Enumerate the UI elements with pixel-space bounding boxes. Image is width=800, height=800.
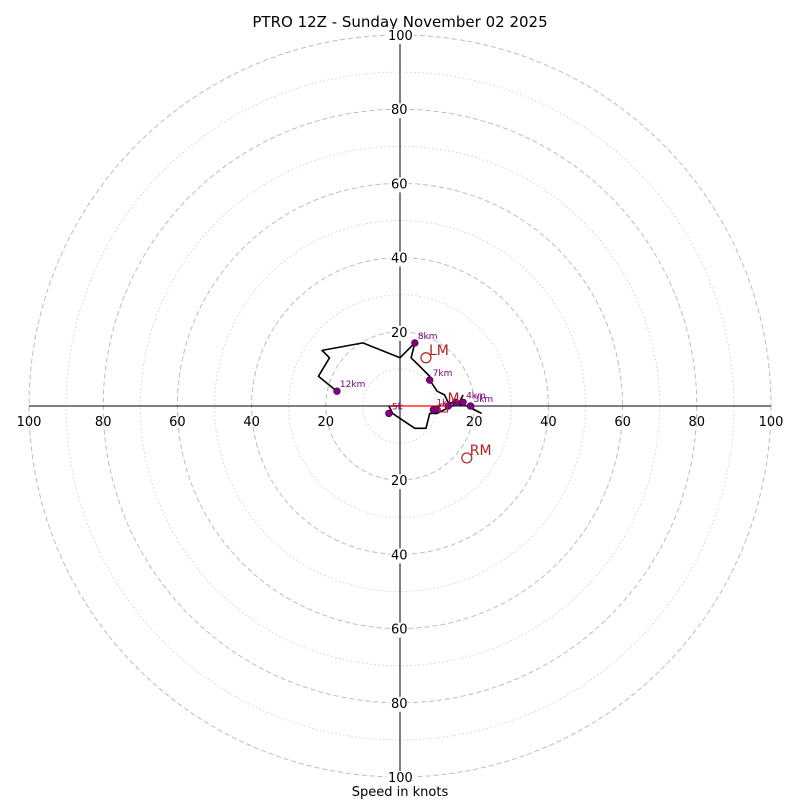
height-marker-label: 7km xyxy=(433,369,453,379)
chart-title: PTRO 12Z - Sunday November 02 2025 xyxy=(252,13,547,31)
y-tick-mask xyxy=(390,622,409,638)
x-tick-label: 40 xyxy=(540,415,557,430)
height-marker-7km xyxy=(425,376,434,384)
x-tick-label: 80 xyxy=(95,415,112,430)
height-marker-5k xyxy=(385,409,393,418)
y-tick-mask xyxy=(390,548,409,564)
tick-labels: 100 80 60 40 20 20 40 60 80 100 100 80 60 40 20 20 40 60 8… xyxy=(17,29,784,786)
height-marker-label: 3km xyxy=(473,395,493,405)
x-tick-label: 40 xyxy=(243,415,260,430)
y-tick-mask xyxy=(390,474,409,490)
x-axis-label: Speed in knots xyxy=(352,785,449,800)
y-tick-label: 100 xyxy=(388,771,413,786)
height-marker-unlabeled xyxy=(433,406,441,414)
upper-hodograph-line xyxy=(317,342,482,415)
height-marker-unlabeled xyxy=(451,398,460,406)
storm-motion-label: LM xyxy=(429,343,449,359)
x-tick-label: 100 xyxy=(17,415,42,430)
x-tick-label: 20 xyxy=(466,415,483,430)
height-marker-label: 4km xyxy=(466,391,486,401)
height-marker-3km xyxy=(466,402,475,410)
x-tick-label: 20 xyxy=(318,415,335,430)
storm-motion-markers: LM RM M xyxy=(420,343,492,464)
storm-motion-label: RM xyxy=(470,443,492,459)
height-marker-12km xyxy=(333,387,341,395)
height-marker-label: 8km xyxy=(418,332,438,342)
y-tick-mask xyxy=(390,325,409,341)
storm-motion-label: M xyxy=(448,391,460,407)
y-tick-label: 20 xyxy=(391,326,408,341)
y-tick-mask xyxy=(390,177,409,193)
height-marker-4km xyxy=(459,398,467,406)
height-marker-label: 5k xyxy=(392,402,404,412)
x-tick-label: 80 xyxy=(689,415,706,430)
y-tick-mask xyxy=(390,103,409,119)
y-tick-mask xyxy=(390,251,409,267)
y-tick-label: 80 xyxy=(391,103,408,118)
y-tick-label: 60 xyxy=(391,177,408,192)
x-tick-label: 60 xyxy=(614,415,631,430)
y-tick-label: 80 xyxy=(391,697,408,712)
storm-motion-lm xyxy=(420,352,432,364)
y-tick-label: 20 xyxy=(391,474,408,489)
y-tick-mask xyxy=(387,29,414,44)
x-tick-label: 60 xyxy=(169,415,186,430)
y-tick-mask xyxy=(387,771,414,786)
x-tick-label: 100 xyxy=(759,415,784,430)
y-tick-mask xyxy=(390,696,409,712)
height-marker-8km xyxy=(411,339,419,347)
y-tick-label: 40 xyxy=(391,548,408,563)
y-tick-label: 60 xyxy=(391,623,408,638)
y-tick-label: 100 xyxy=(388,29,413,44)
y-tick-label: 40 xyxy=(391,252,408,267)
storm-motion-rm xyxy=(461,452,473,464)
height-marker-label: 12km xyxy=(340,380,365,390)
storm-motion-mean xyxy=(439,403,449,413)
